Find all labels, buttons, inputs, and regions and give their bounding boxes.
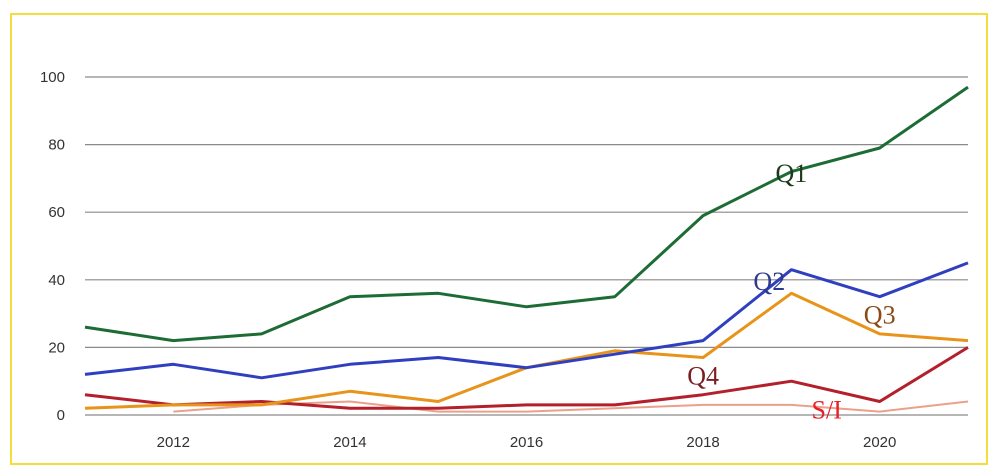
series-lines xyxy=(84,85,969,413)
series-label-q2: Q2 xyxy=(753,267,785,296)
x-tick-label: 2012 xyxy=(157,434,190,451)
x-tick-label: 2016 xyxy=(510,434,543,451)
y-tick-label: 100 xyxy=(40,69,65,86)
y-tick-label: 0 xyxy=(57,407,65,424)
x-axis-ticks: 2012 2014 2016 2018 2020 xyxy=(157,434,897,451)
y-axis-ticks: 0 20 40 60 80 100 xyxy=(40,69,65,424)
series-label-si: S/I xyxy=(812,395,842,424)
series-line-q1 xyxy=(84,85,969,343)
series-line-si xyxy=(173,400,969,413)
series-label-q1: Q1 xyxy=(776,159,808,188)
series-label-q3: Q3 xyxy=(864,301,896,330)
y-tick-label: 60 xyxy=(48,204,65,221)
x-tick-label: 2018 xyxy=(686,434,719,451)
y-tick-label: 20 xyxy=(48,339,65,356)
y-tick-label: 80 xyxy=(48,137,65,154)
series-line-q2 xyxy=(84,261,969,380)
series-annotations: Q1 Q2 Q3 Q4 S/I xyxy=(687,159,895,425)
gridlines xyxy=(85,76,968,416)
x-tick-label: 2014 xyxy=(333,434,366,451)
series-label-q4: Q4 xyxy=(687,362,719,391)
x-tick-label: 2020 xyxy=(863,434,896,451)
series-line-q4 xyxy=(84,346,969,410)
y-tick-label: 40 xyxy=(48,272,65,289)
